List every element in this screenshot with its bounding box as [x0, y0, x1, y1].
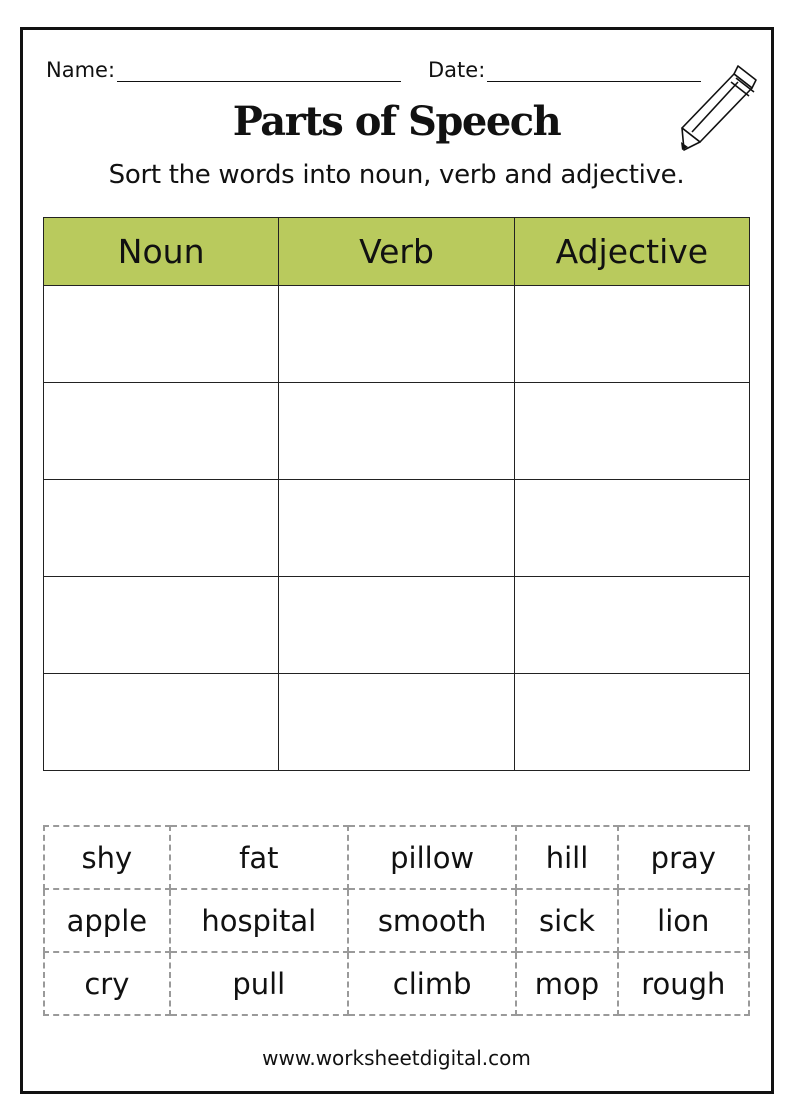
answer-cell-adjective[interactable]	[513, 479, 751, 577]
word-row: cry pull climb mop rough	[43, 951, 751, 1016]
name-line[interactable]	[117, 61, 402, 82]
footer-website: www.worksheetdigital.com	[262, 1046, 531, 1070]
answer-cell-verb[interactable]	[278, 576, 515, 674]
word-card[interactable]: apple	[43, 888, 171, 953]
table-row	[42, 382, 751, 480]
word-card[interactable]: smooth	[346, 888, 518, 953]
answer-cell-noun[interactable]	[42, 576, 280, 674]
word-card[interactable]: sick	[515, 888, 619, 953]
answer-cell-noun[interactable]	[42, 673, 280, 771]
word-card[interactable]: hill	[515, 825, 619, 890]
word-card[interactable]: mop	[515, 951, 619, 1016]
column-header-adjective: Adjective	[513, 217, 751, 286]
word-card[interactable]: rough	[616, 951, 751, 1016]
answer-cell-adjective[interactable]	[513, 382, 751, 480]
word-bank: shy fat pillow hill pray apple hospital smooth s…	[43, 825, 751, 1016]
word-card[interactable]: pull	[168, 951, 349, 1016]
column-header-verb: Verb	[278, 217, 515, 286]
instructions: Sort the words into noun, verb and adjec…	[108, 160, 685, 190]
table-row	[42, 673, 751, 771]
word-card[interactable]: pillow	[346, 825, 518, 890]
answer-cell-verb[interactable]	[278, 673, 515, 771]
word-card[interactable]: cry	[43, 951, 171, 1016]
date-field[interactable]: Date:	[428, 58, 702, 82]
name-label: Name:	[46, 58, 116, 82]
column-header-noun: Noun	[42, 217, 280, 286]
word-row: shy fat pillow hill pray	[43, 825, 751, 890]
date-line[interactable]	[487, 61, 702, 82]
word-card[interactable]: climb	[346, 951, 518, 1016]
answer-cell-verb[interactable]	[278, 382, 515, 480]
answer-cell-verb[interactable]	[278, 285, 515, 383]
worksheet-border	[20, 27, 774, 1094]
answer-cell-adjective[interactable]	[513, 576, 751, 674]
answer-cell-noun[interactable]	[42, 285, 280, 383]
answer-cell-adjective[interactable]	[513, 285, 751, 383]
answer-cell-noun[interactable]	[42, 382, 280, 480]
word-card[interactable]: fat	[168, 825, 349, 890]
word-card[interactable]: hospital	[168, 888, 349, 953]
answer-cell-verb[interactable]	[278, 479, 515, 577]
table-row	[42, 479, 751, 577]
word-row: apple hospital smooth sick lion	[43, 888, 751, 953]
pencil-icon	[681, 65, 757, 151]
table-row	[42, 576, 751, 674]
word-card[interactable]: shy	[43, 825, 171, 890]
name-field[interactable]: Name:	[46, 58, 402, 82]
table-row	[42, 285, 751, 383]
answer-cell-adjective[interactable]	[513, 673, 751, 771]
date-label: Date:	[428, 58, 486, 82]
word-card[interactable]: lion	[616, 888, 751, 953]
page-title: Parts of Speech	[232, 98, 562, 145]
answer-cell-noun[interactable]	[42, 479, 280, 577]
word-card[interactable]: pray	[616, 825, 751, 890]
sorting-table: Noun Verb Adjective	[42, 217, 751, 771]
